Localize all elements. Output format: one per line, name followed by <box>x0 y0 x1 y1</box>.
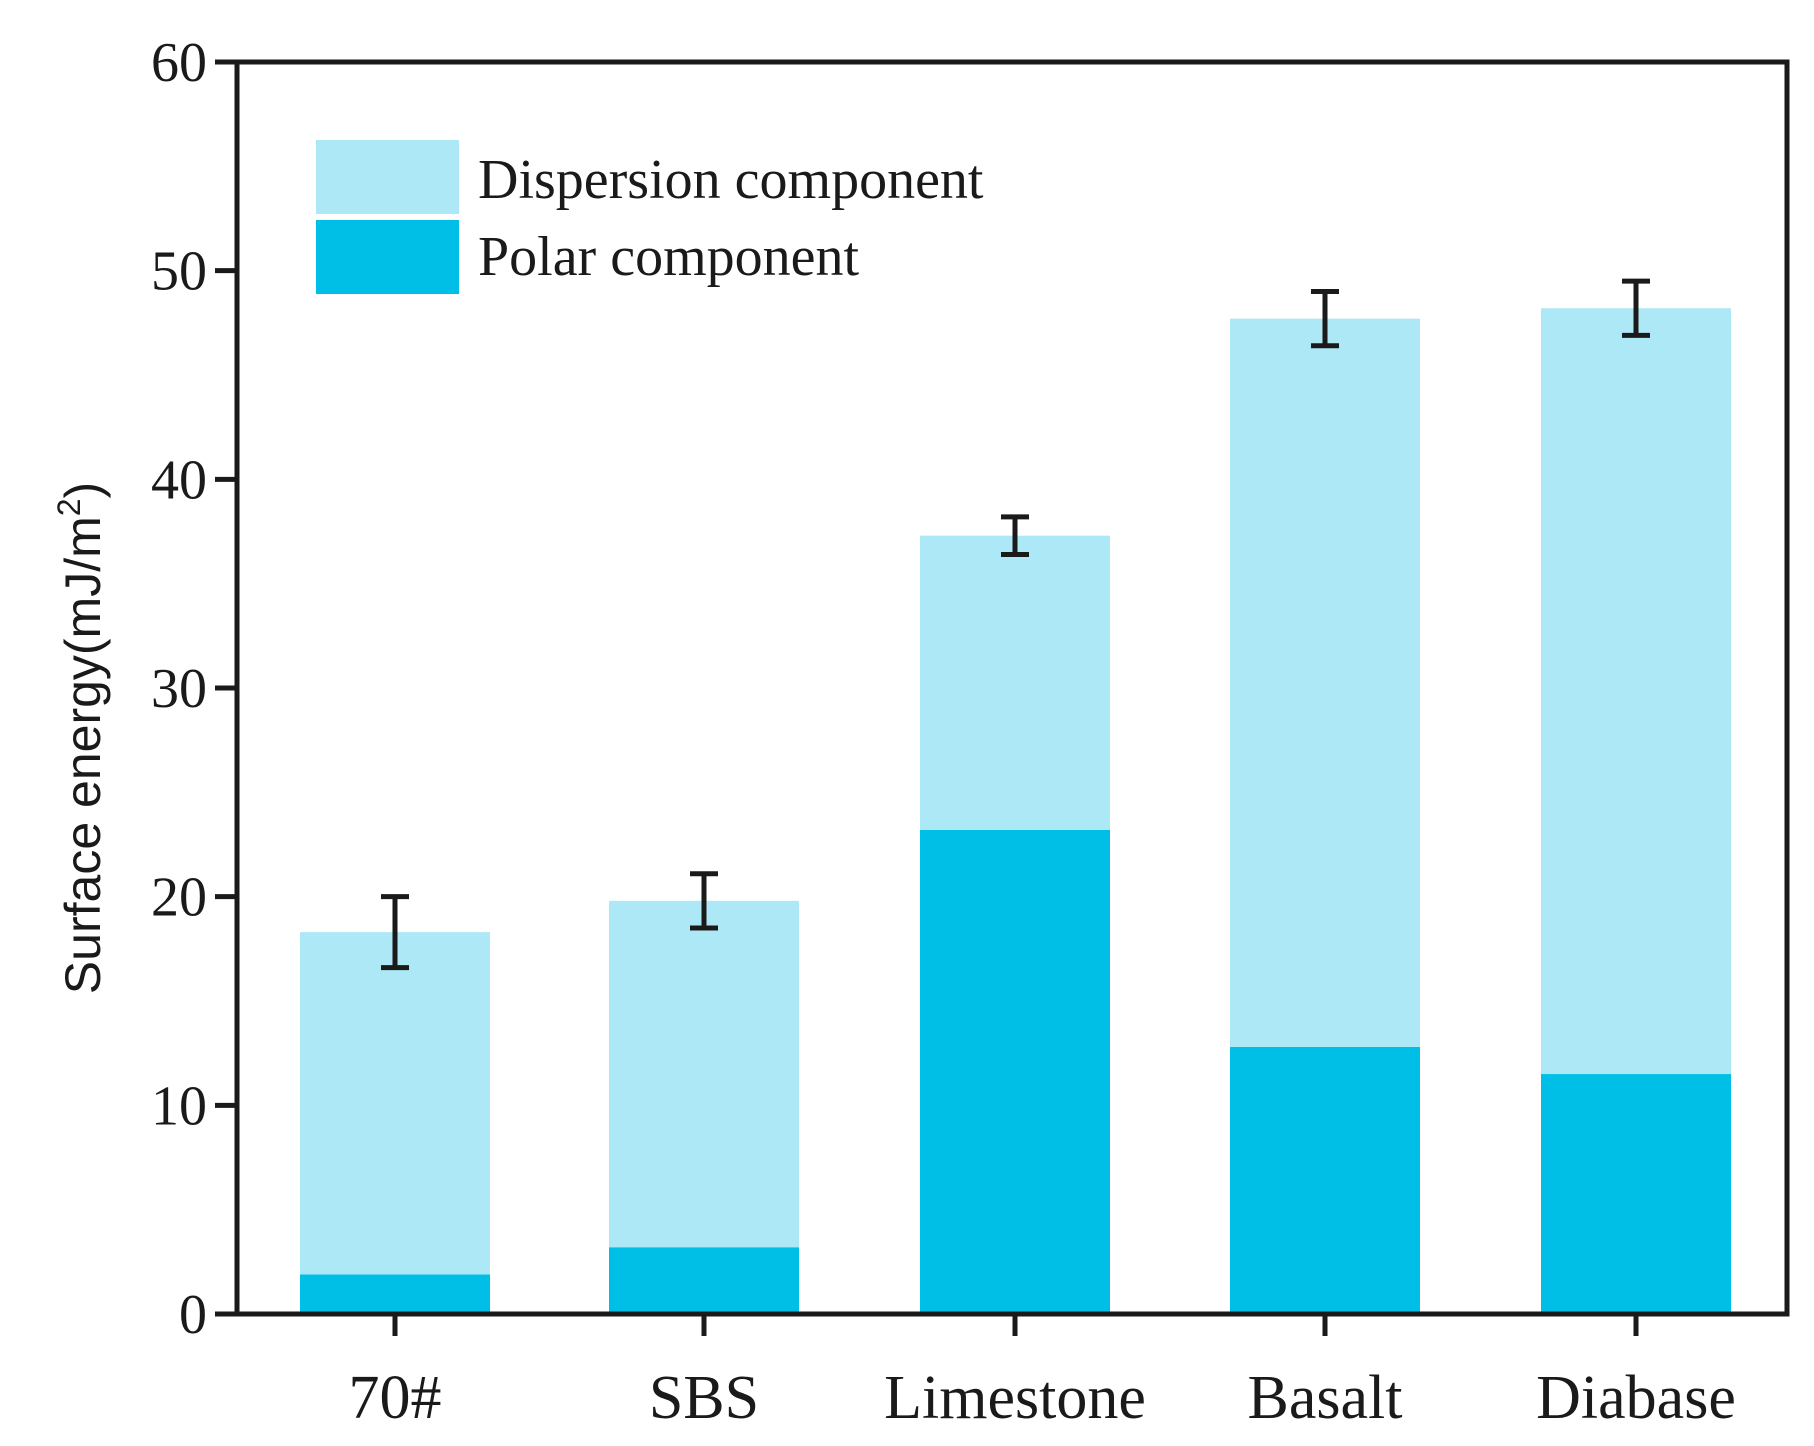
x-tick-label: Diabase <box>1536 1364 1736 1432</box>
bar-polar-sbs <box>609 1247 799 1314</box>
legend: Dispersion component Polar component <box>316 140 984 294</box>
bar-dispersion-sbs <box>609 900 799 1248</box>
y-tick-label: 60 <box>151 32 207 94</box>
bar-polar-limestone <box>920 829 1110 1314</box>
bar-dispersion-diabase <box>1541 308 1731 1075</box>
errorbar-limestone <box>1001 514 1029 557</box>
bar-dispersion-70 <box>300 932 490 1275</box>
legend-swatch-dispersion <box>316 140 459 214</box>
legend-label-dispersion: Dispersion component <box>478 149 984 211</box>
legend-label-polar: Polar component <box>478 226 859 288</box>
errorbar-70 <box>381 894 409 971</box>
x-tick-label: Limestone <box>884 1364 1146 1432</box>
y-axis-title: Surface energy(mJ/m2) <box>51 482 111 994</box>
bar-polar-basalt <box>1230 1046 1420 1314</box>
bar-dispersion-basalt <box>1230 318 1420 1047</box>
y-axis-title-superscript: 2 <box>51 498 87 516</box>
errorbar-diabase <box>1622 278 1650 338</box>
y-axis-ticks: 0 10 20 30 40 50 60 <box>151 32 237 1346</box>
y-tick-label: 30 <box>151 658 207 720</box>
errorbar-sbs <box>690 871 718 931</box>
errorbar-basalt <box>1311 289 1339 349</box>
bar-polar-70 <box>300 1274 490 1314</box>
x-tick-label: 70# <box>349 1364 442 1432</box>
y-tick-label: 0 <box>179 1284 207 1346</box>
bar-polar-diabase <box>1541 1074 1731 1314</box>
x-tick-label: SBS <box>649 1364 759 1432</box>
y-tick-label: 40 <box>151 449 207 511</box>
bar-group <box>300 308 1731 1314</box>
x-tick-label: Basalt <box>1248 1364 1403 1432</box>
y-tick-label: 20 <box>151 867 207 929</box>
bar-dispersion-limestone <box>920 535 1110 830</box>
y-axis-title-main: Surface energy(mJ/m <box>55 516 111 994</box>
y-axis-title-close: ) <box>55 482 111 499</box>
errorbar-group <box>381 278 1650 971</box>
legend-swatch-polar <box>316 220 459 294</box>
y-tick-label: 10 <box>151 1075 207 1137</box>
y-tick-label: 50 <box>151 241 207 303</box>
x-axis-ticks: 70# SBS Limestone Basalt Diabase <box>349 1314 1736 1432</box>
